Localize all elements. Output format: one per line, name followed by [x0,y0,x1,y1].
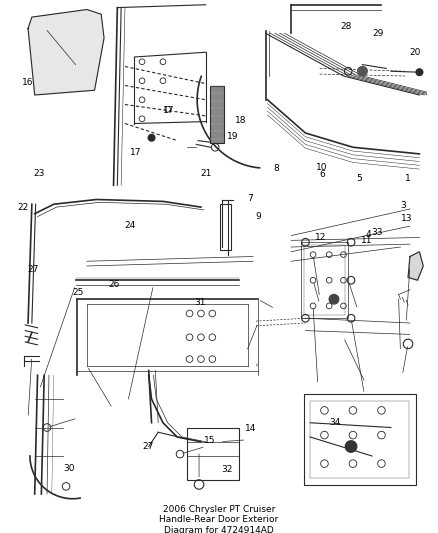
Text: 22: 22 [17,203,28,212]
Text: 15: 15 [204,436,215,445]
Bar [304,394,416,484]
Bar [304,245,345,316]
Text: 1: 1 [406,174,411,183]
Circle shape [416,69,423,76]
Text: 19: 19 [226,132,238,141]
Bar [310,401,409,478]
Bar [301,243,348,318]
Text: 28: 28 [340,22,352,31]
Text: 25: 25 [73,288,84,297]
Text: 33: 33 [371,229,383,237]
Text: 7: 7 [247,195,253,204]
Text: 10: 10 [316,163,328,172]
Text: 34: 34 [329,418,340,427]
Text: 12: 12 [315,233,327,243]
Circle shape [148,134,155,141]
Text: 14: 14 [244,424,256,433]
Text: 20: 20 [410,47,421,56]
Polygon shape [408,252,423,280]
Text: 27: 27 [27,265,38,274]
Text: 13: 13 [401,214,413,223]
Text: 27: 27 [143,442,154,451]
Text: 21: 21 [200,168,212,177]
Text: 29: 29 [372,29,384,38]
Text: 3: 3 [400,200,406,209]
Text: 18: 18 [235,116,247,125]
Text: 9: 9 [256,212,261,221]
Text: 4: 4 [365,230,371,239]
Text: 8: 8 [274,164,279,173]
Text: 31: 31 [194,298,206,307]
Text: 17: 17 [163,106,175,115]
Bar [210,85,224,142]
Polygon shape [28,10,104,95]
Text: 30: 30 [64,464,75,473]
Text: 23: 23 [34,168,45,177]
Bar [220,204,231,250]
Text: 24: 24 [124,221,135,230]
Text: 17: 17 [130,148,141,157]
Text: 5: 5 [357,174,363,183]
Text: 6: 6 [319,170,325,179]
Text: 26: 26 [109,280,120,289]
Text: 16: 16 [22,77,33,86]
Circle shape [329,295,339,304]
Bar [187,427,239,480]
Text: 2006 Chrysler PT Cruiser
Handle-Rear Door Exterior
Diagram for 4724914AD: 2006 Chrysler PT Cruiser Handle-Rear Doo… [159,505,279,533]
Circle shape [358,67,367,76]
Circle shape [345,441,357,452]
Text: 11: 11 [361,236,372,245]
Text: 32: 32 [222,465,233,474]
